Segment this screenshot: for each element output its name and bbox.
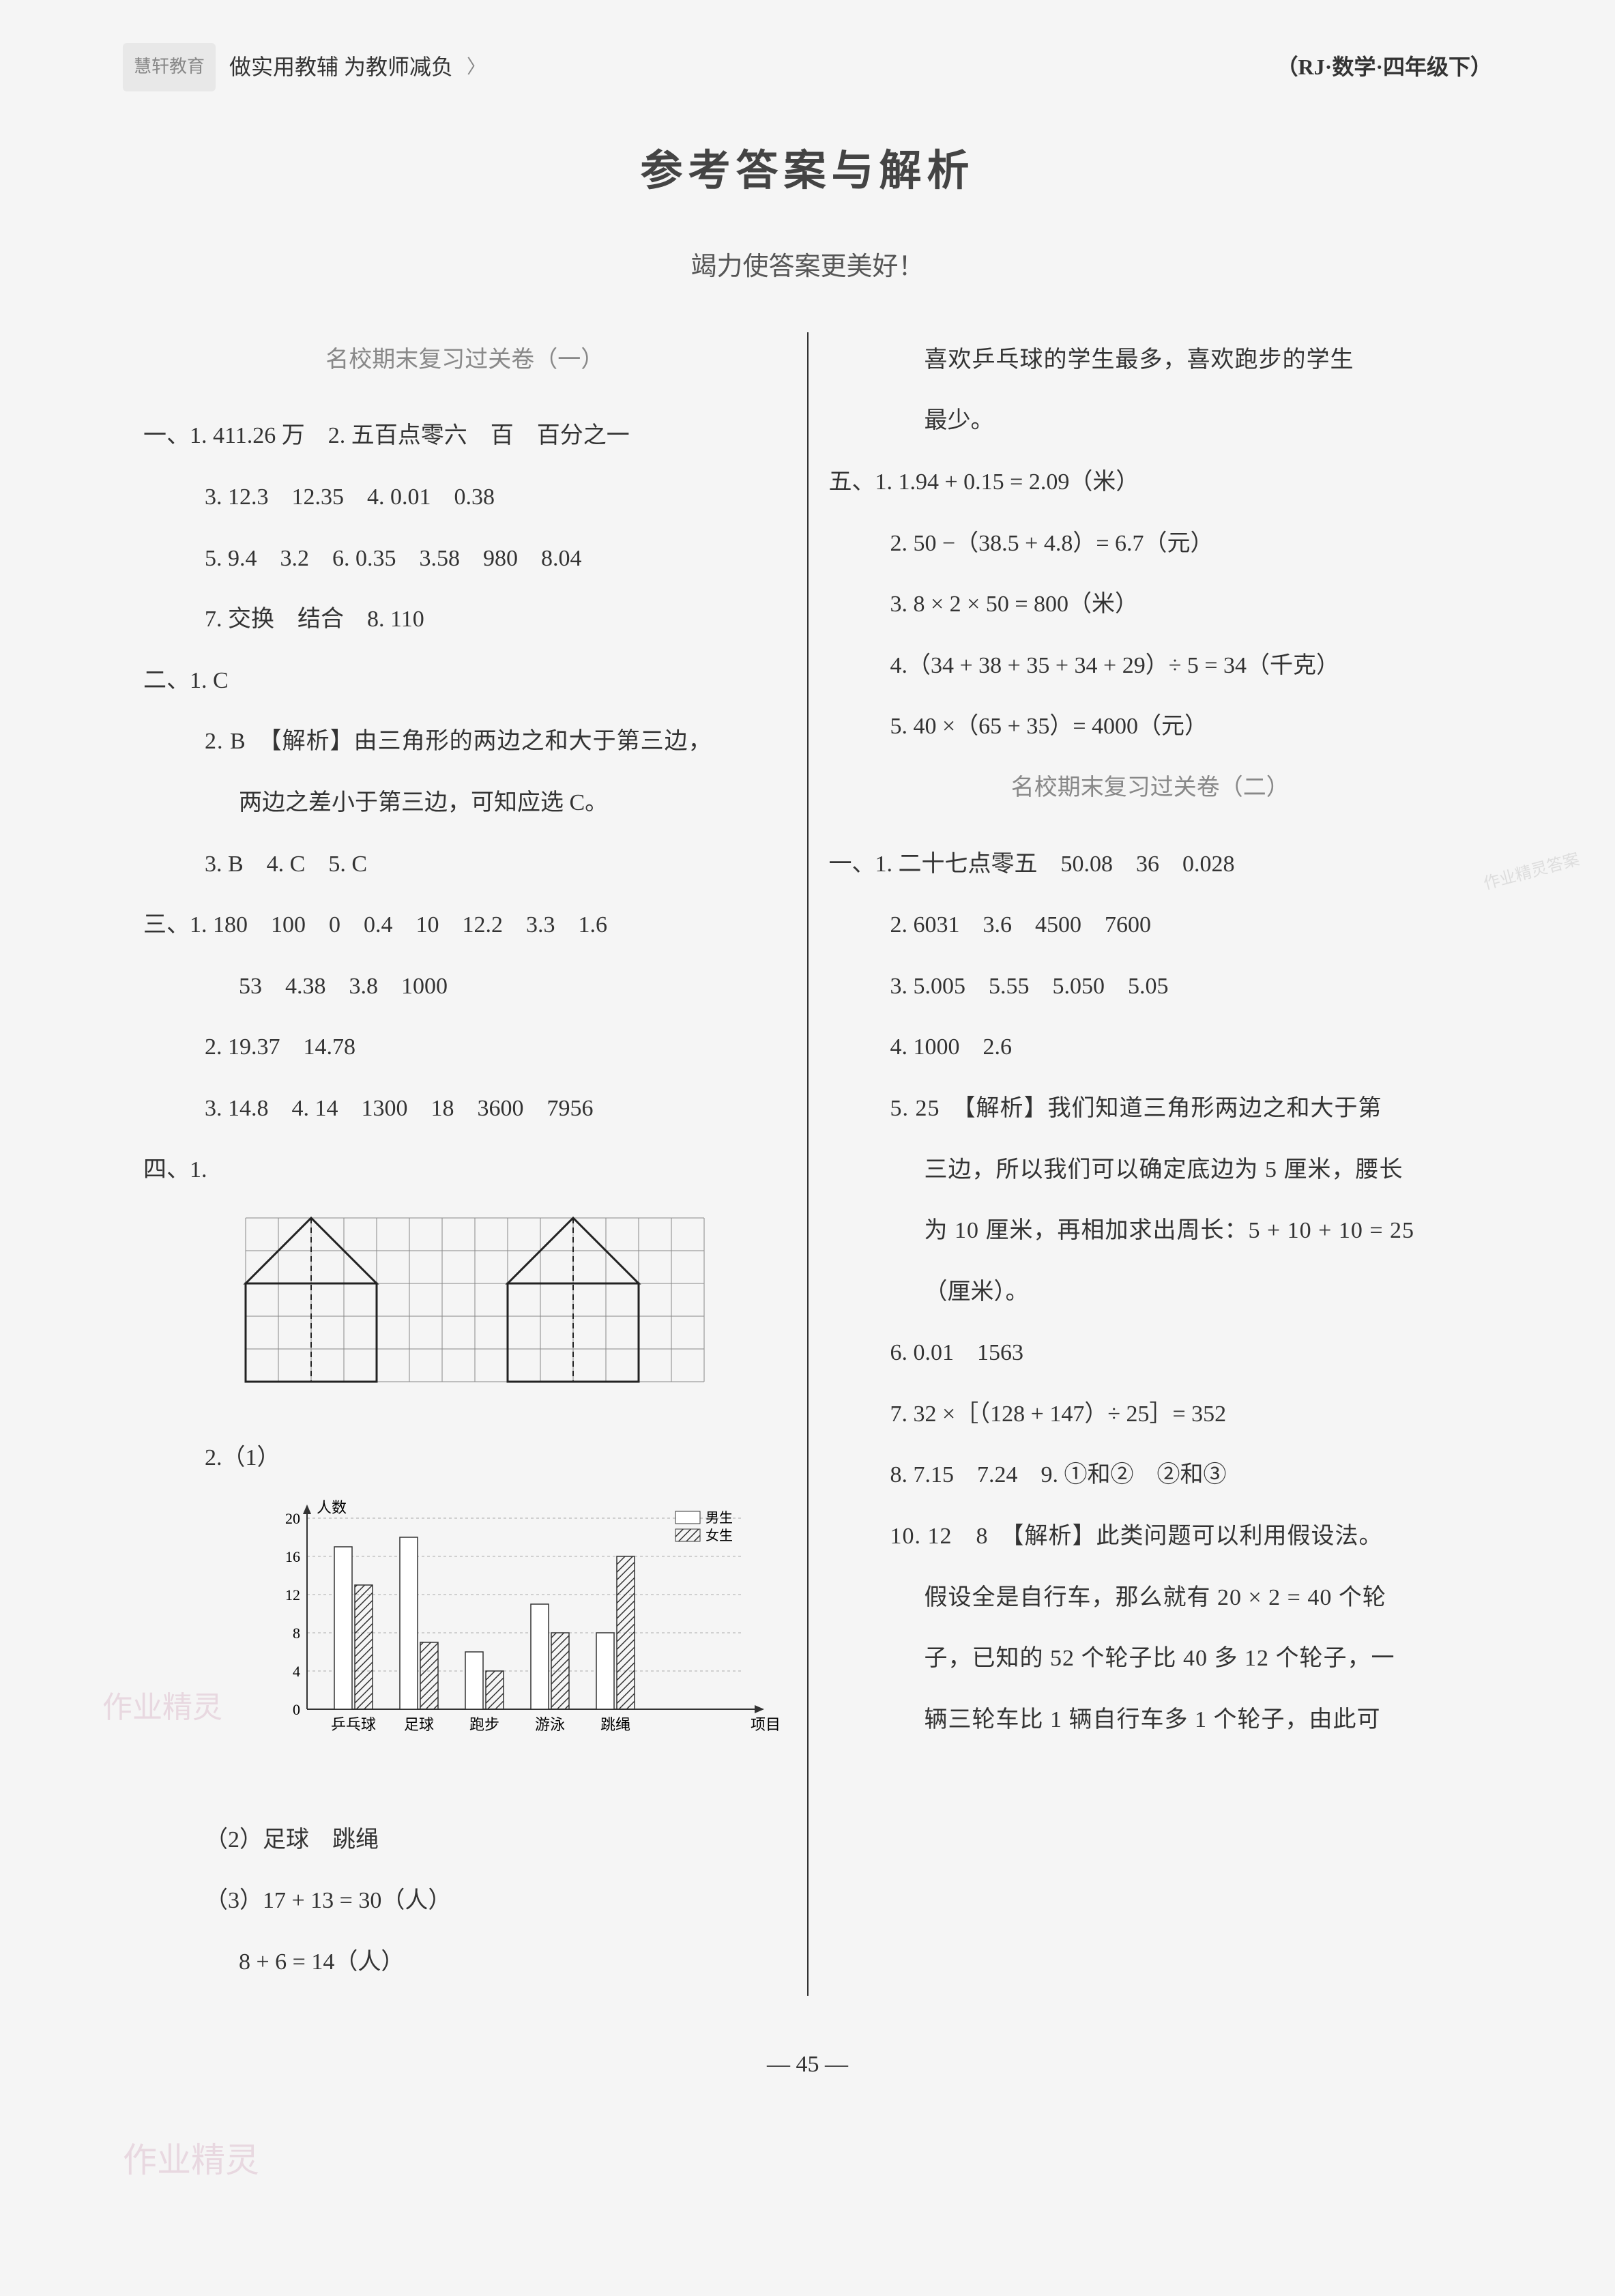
- svg-text:女生: 女生: [705, 1528, 733, 1543]
- answer-line: （2）足球 跳绳: [143, 1812, 787, 1868]
- section-title-2: 名校期末复习过关卷（二）: [829, 760, 1472, 816]
- header-right: （RJ·数学·四年级下）: [1277, 41, 1492, 93]
- answer-line: 3. 5.005 5.55 5.050 5.05: [829, 959, 1472, 1015]
- answer-line: 两边之差小于第三边，可知应选 C。: [143, 775, 787, 831]
- section-title-1: 名校期末复习过关卷（一）: [143, 332, 787, 388]
- answer-line: 5. 40 ×（65 + 35）= 4000（元）: [829, 699, 1472, 755]
- content-columns: 名校期末复习过关卷（一） 一、1. 411.26 万 2. 五百点零六 百 百分…: [123, 332, 1492, 1996]
- answer-line: 8 + 6 = 14（人）: [143, 1934, 787, 1990]
- bar-chart: 0 4 8 12 16 20 人数乒乓球 足球 跑步 游泳 跳绳 项目 男生女生: [266, 1498, 787, 1792]
- answer-line: 7. 32 ×［（128 + 147）÷ 25］= 352: [829, 1386, 1472, 1442]
- answer-line: 2. 19.37 14.78: [143, 1019, 787, 1075]
- watermark: 作业精灵: [123, 2119, 1492, 2201]
- answer-line: 二、1. C: [143, 653, 787, 709]
- answer-line: （厘米）。: [829, 1264, 1472, 1320]
- answer-line: 6. 0.01 1563: [829, 1325, 1472, 1381]
- answer-line: 喜欢乒乓球的学生最多，喜欢跑步的学生: [829, 332, 1472, 388]
- svg-text:跳绳: 跳绳: [600, 1716, 630, 1733]
- logo-text: 慧轩教育: [123, 43, 216, 91]
- svg-text:0: 0: [293, 1701, 300, 1718]
- subtitle: 竭力使答案更美好！: [123, 236, 1492, 298]
- answer-line: 子，已知的 52 个轮子比 40 多 12 个轮子，一: [829, 1631, 1472, 1687]
- answer-line: 3. 14.8 4. 14 1300 18 3600 7956: [143, 1081, 787, 1137]
- answer-line: 一、1. 二十七点零五 50.08 36 0.028: [829, 837, 1472, 892]
- main-title: 参考答案与解析: [123, 121, 1492, 222]
- answer-line: 7. 交换 结合 8. 110: [143, 592, 787, 648]
- answer-line: 假设全是自行车，那么就有 20 × 2 = 40 个轮: [829, 1570, 1472, 1626]
- left-watermark: 作业精灵: [102, 1672, 222, 1744]
- answer-line: 4. 1000 2.6: [829, 1019, 1472, 1075]
- answer-line: 5. 25 【解析】我们知道三角形两边之和大于第: [829, 1081, 1472, 1137]
- svg-text:人数: 人数: [317, 1499, 347, 1516]
- answer-line: 三、1. 180 100 0 0.4 10 12.2 3.3 1.6: [143, 897, 787, 953]
- page-header: 慧轩教育 做实用教辅 为教师减负 〉 （RJ·数学·四年级下）: [123, 41, 1492, 93]
- svg-text:项目: 项目: [751, 1716, 781, 1733]
- header-left: 慧轩教育 做实用教辅 为教师减负 〉: [123, 41, 486, 93]
- bar-chart-container: 2.（1） 0 4 8 12 16 20 人数乒乓球 足球 跑步 游泳 跳绳 项目 男生女生: [143, 1430, 787, 1792]
- answer-line: 五、1. 1.94 + 0.15 = 2.09（米）: [829, 454, 1472, 510]
- svg-text:16: 16: [285, 1548, 300, 1565]
- chart-prefix: 2.（1）: [143, 1430, 280, 1486]
- header-slogan: 做实用教辅 为教师减负: [229, 41, 453, 93]
- bar-chart-svg: 0 4 8 12 16 20 人数乒乓球 足球 跑步 游泳 跳绳 项目 男生女生: [266, 1498, 785, 1771]
- grid-svg: [239, 1211, 716, 1389]
- svg-text:跑步: 跑步: [469, 1716, 499, 1733]
- answer-line: 3. B 4. C 5. C: [143, 837, 787, 892]
- answer-line: 2. 6031 3.6 4500 7600: [829, 897, 1472, 953]
- answer-line: 3. 12.3 12.35 4. 0.01 0.38: [143, 469, 787, 525]
- answer-line: 四、1.: [143, 1142, 787, 1198]
- svg-text:8: 8: [293, 1625, 300, 1642]
- answer-line: 最少。: [829, 393, 1472, 449]
- grid-drawing-chart: [239, 1211, 787, 1410]
- svg-text:4: 4: [293, 1663, 300, 1680]
- answer-line: 8. 7.15 7.24 9. ①和② ②和③: [829, 1447, 1472, 1503]
- svg-text:20: 20: [285, 1510, 300, 1527]
- answer-line: 一、1. 411.26 万 2. 五百点零六 百 百分之一: [143, 408, 787, 464]
- side-stamp: 作业精灵答案: [1479, 841, 1584, 904]
- right-column: 喜欢乒乓球的学生最多，喜欢跑步的学生 最少。 五、1. 1.94 + 0.15 …: [809, 332, 1493, 1996]
- answer-line: 2. B 【解析】由三角形的两边之和大于第三边，: [143, 714, 787, 770]
- answer-line: 辆三轮车比 1 辆自行车多 1 个轮子，由此可: [829, 1692, 1472, 1748]
- answer-line: 10. 12 8 【解析】此类问题可以利用假设法。: [829, 1509, 1472, 1565]
- chart-prefix-text: 2.（1）: [205, 1445, 280, 1470]
- answer-line: 2. 50 −（38.5 + 4.8）= 6.7（元）: [829, 516, 1472, 572]
- answer-line: （3）17 + 13 = 30（人）: [143, 1873, 787, 1929]
- svg-text:游泳: 游泳: [535, 1716, 565, 1733]
- answer-line: 三边，所以我们可以确定底边为 5 厘米，腰长: [829, 1142, 1472, 1198]
- arrow-icon: 〉: [467, 44, 486, 90]
- svg-text:男生: 男生: [705, 1510, 733, 1526]
- svg-text:足球: 足球: [404, 1716, 434, 1733]
- svg-text:12: 12: [285, 1586, 300, 1603]
- page-number: — 45 —: [123, 2037, 1492, 2093]
- answer-line: 3. 8 × 2 × 50 = 800（米）: [829, 577, 1472, 633]
- left-column: 名校期末复习过关卷（一） 一、1. 411.26 万 2. 五百点零六 百 百分…: [123, 332, 809, 1996]
- answer-line: 53 4.38 3.8 1000: [143, 959, 787, 1015]
- answer-line: 4.（34 + 38 + 35 + 34 + 29）÷ 5 = 34（千克）: [829, 638, 1472, 694]
- svg-text:乒乓球: 乒乓球: [331, 1716, 376, 1733]
- answer-line: 5. 9.4 3.2 6. 0.35 3.58 980 8.04: [143, 531, 787, 587]
- answer-line: 为 10 厘米，再相加求出周长：5 + 10 + 10 = 25: [829, 1203, 1472, 1259]
